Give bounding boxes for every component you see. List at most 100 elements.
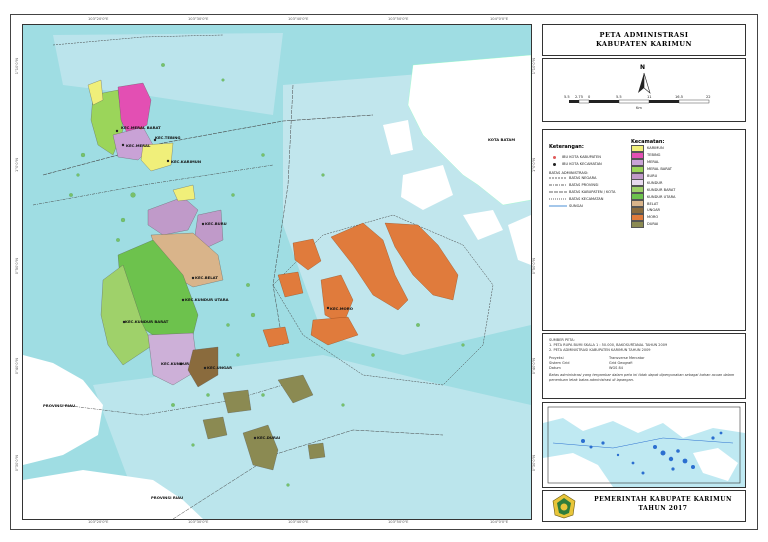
main-map[interactable]: KEC.MERAL BARAT KEC.TEBING KEC.MERAL KEC… (22, 24, 532, 520)
map-title-line2: KABUPATEN KARIMUN (595, 40, 693, 48)
meta-key: Sistem Grid (549, 361, 570, 366)
legend-kecamatan-row: BELAT (631, 200, 741, 208)
district-capital-point (153, 138, 157, 142)
kecamatan-label: BURU (647, 174, 658, 178)
kecamatan-label: MERAL (647, 160, 660, 165)
inset-land (543, 403, 745, 438)
district-durai (202, 416, 228, 440)
legend-boundary-label: BATAS KECAMATAN (569, 196, 604, 201)
legend-kecamatan-row: KUNDUR BARAT (631, 186, 741, 194)
district-moro (320, 274, 354, 326)
legend-kecamatan-row: MERAL (631, 158, 741, 166)
label-kec-durai: KEC.DURAI (257, 435, 281, 440)
district-moro (292, 238, 322, 271)
legend-heading-right: Kecamatan: (631, 139, 665, 145)
district-durai (277, 374, 314, 404)
tick-left: 1°10'0"N (15, 58, 19, 75)
label-kec-meral-barat: KEC.MERAL BARAT (121, 125, 161, 130)
legend-boundary-heading: BATAS ADMINISTRASI: (549, 170, 589, 175)
legend-boundary-row: BATAS KECAMATAN (549, 195, 644, 202)
tick-bottom: 103°20'0"E (88, 520, 109, 524)
boundary-line (272, 214, 494, 386)
district-moro (384, 222, 459, 301)
meta-value: Transverse Mercator (609, 356, 645, 361)
district-moro (310, 316, 359, 346)
legend-boundary-row: BATAS KABUPATEN / KOTA (549, 189, 644, 196)
legend-kecamatan-row: KARIMUN (631, 144, 741, 152)
river-symbol (549, 205, 567, 207)
boundary-symbol (549, 191, 567, 193)
batam-island (407, 54, 531, 206)
legend-kecamatan-row: KUNDUR UTARA (631, 193, 741, 201)
kecamatan-swatch (631, 206, 644, 214)
inset-extent-frame (547, 406, 741, 484)
tick-bottom: 103°40'0"E (288, 520, 309, 524)
district-moro (277, 271, 304, 298)
north-arrow (569, 72, 710, 104)
meta-key: Datum (549, 365, 561, 370)
sumatra-mainland (23, 470, 203, 519)
district-capital-point (181, 298, 185, 302)
tick-bottom: 103°30'0"E (188, 520, 209, 524)
legend-boundary-label: BATAS PROVINSI (569, 183, 599, 188)
boundary-line (52, 34, 224, 46)
tick-right: 1°0'0"N (532, 158, 536, 172)
legend-boundary-label: BATAS NEGARA (569, 176, 597, 181)
tick-top: 103°20'0"E (88, 17, 109, 21)
tick-left: 0°40'0"N (15, 358, 19, 375)
label-kec-ungar: KEC.UNGAR (207, 365, 233, 370)
district-capital-point (326, 306, 330, 310)
boundary-line (272, 84, 294, 346)
kecamatan-label: UNGAR (647, 208, 661, 213)
label-kec-tebing: KEC.TEBING (155, 135, 181, 140)
kecamatan-label: MORO (647, 215, 659, 220)
meta-value: WGS 84 (609, 365, 623, 370)
kecamatan-swatch (631, 193, 644, 201)
district-capital-point (115, 129, 119, 133)
batam-island (383, 120, 413, 155)
north-label: N (640, 64, 646, 71)
label-provinsi-riau-west: PROVINSI RIAU (43, 403, 76, 408)
legend-kecamatan-row: BURU (631, 172, 741, 180)
inset-map-canvas (543, 403, 745, 487)
kecamatan-swatch (631, 172, 644, 180)
legend-point-label: IBU KOTA KECAMATAN (562, 162, 602, 167)
district-durai (222, 389, 252, 414)
district-karimun (140, 142, 174, 172)
label-provinsi-riau-south: PROVINSI RIAU (151, 495, 184, 500)
boundary-line (32, 164, 274, 206)
legend-right: Kecamatan: KARIMUN TEBING MERAL MERAL BARAT… (631, 139, 741, 228)
legend-boundary-row: BATAS PROVINSI (549, 182, 644, 189)
kecamatan-swatch (631, 213, 644, 221)
kecamatan-label: BELAT (647, 201, 659, 206)
capital-point (139, 126, 143, 130)
label-kec-buru: KEC.BURU (205, 221, 227, 226)
capital-point-symbol (553, 155, 556, 159)
tick-top: 103°40'0"E (288, 17, 309, 21)
sumatra-mainland (23, 355, 103, 465)
inset-land (693, 448, 738, 481)
footer-panel: PEMERINTAH KABUPATE KARIMUN TAHUN 2017 (542, 490, 746, 522)
boundary-symbol (549, 198, 567, 200)
disclaimer-text: Batas administrasi yang tergambar dalam … (549, 372, 735, 382)
tick-right: 0°50'0"N (532, 258, 536, 275)
district-capital-point (191, 276, 195, 280)
map-title-line1: PETA ADMINISTRASI (599, 31, 689, 39)
district-capital-point (121, 143, 125, 147)
boundary-symbol (549, 177, 567, 179)
map-canvas (23, 33, 531, 519)
tick-left: 0°50'0"N (15, 258, 19, 275)
district-tebing (117, 82, 152, 136)
label-kec-kundur-utara: KEC.KUNDUR UTARA (185, 297, 229, 302)
label-kota-batam: KOTA BATAM (488, 137, 516, 142)
inset-map[interactable] (542, 402, 746, 488)
boundary-line (172, 429, 444, 519)
sea-deep-zone (93, 355, 531, 519)
legend-kecamatan-row: DURAI (631, 220, 741, 228)
government-emblem-icon (552, 493, 576, 519)
legend-river-label: SUNGAI (569, 203, 583, 208)
kecamatan-label: MERAL BARAT (647, 167, 672, 172)
tick-left: 0°30'0"N (15, 455, 19, 472)
legend-kecamatan-row: TEBING (631, 151, 741, 159)
label-kec-karimun: KEC.KARIMUN (171, 159, 202, 164)
